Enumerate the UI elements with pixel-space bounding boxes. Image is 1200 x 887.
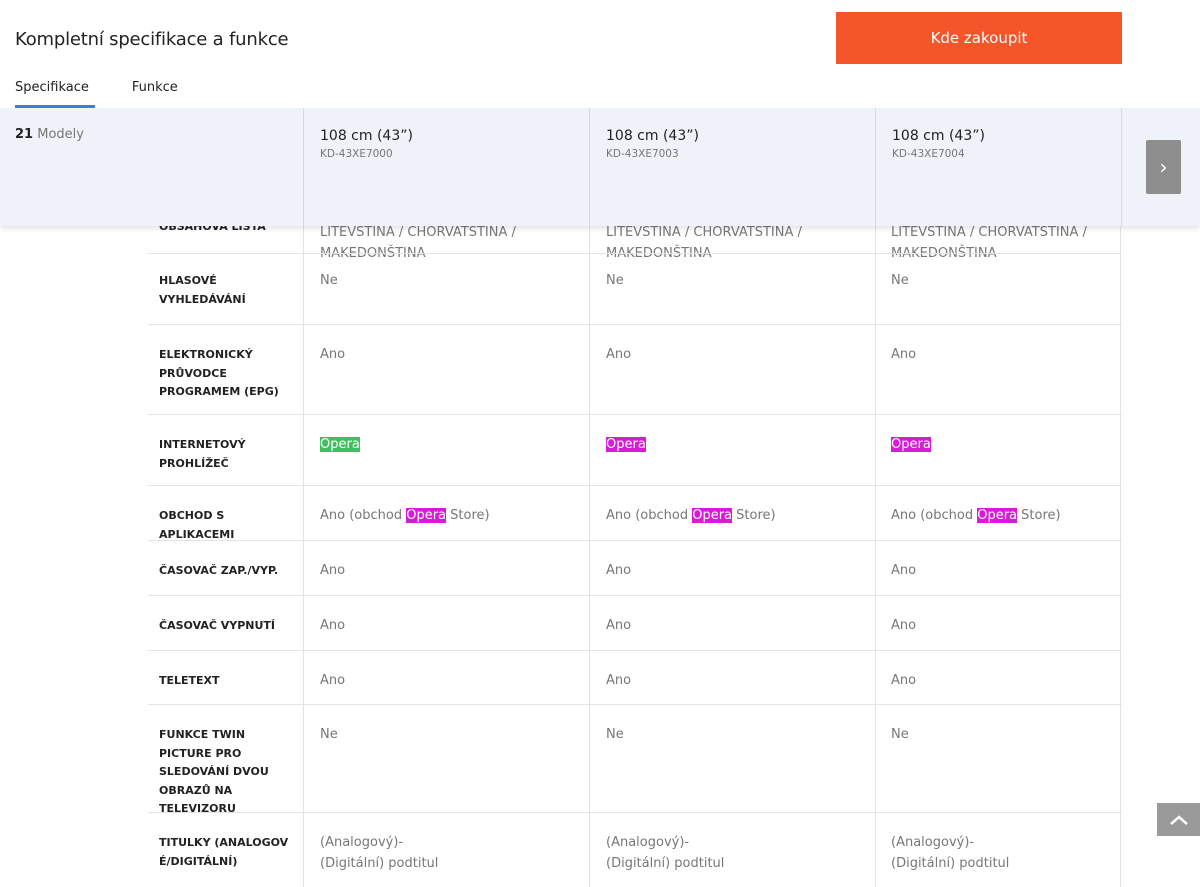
model-code: KD-43XE7000 [320, 148, 393, 160]
highlighted-text: Opera [891, 437, 931, 452]
model-size: 108 cm (43”) [892, 128, 985, 144]
row-value: (Analogový)- (Digitální) podtitul [891, 835, 1010, 871]
chevron-right-icon: › [1159, 155, 1168, 179]
row-label: FUNKCE TWIN PICTURE PRO SLEDOVÁNÍ DVOU O… [159, 728, 269, 815]
row-value: Ne [891, 727, 909, 742]
row-value: LITEVŠTINA / CHORVATŠTINA / MAKEDONŠTINA [891, 225, 1087, 261]
row-value: Ne [320, 727, 338, 742]
highlighted-text: Opera [406, 508, 447, 523]
table-row: INTERNETOVÝ PROHLÍŽEČ Opera Opera Opera [148, 414, 1122, 485]
models-header-bar: 21 Modely 108 cm (43”) KD-43XE7000 108 c… [0, 108, 1200, 226]
model-code: KD-43XE7004 [892, 148, 965, 160]
row-value: Opera [606, 434, 876, 455]
row-value: Ano [606, 347, 632, 362]
table-row: TELETEXT Ano Ano Ano [148, 650, 1122, 704]
row-value: (Analogový)- (Digitální) podtitul [606, 835, 725, 871]
model-column: 108 cm (43”) KD-43XE7004 [875, 108, 1121, 226]
highlighted-text: Opera [320, 437, 360, 452]
row-label: ČASOVAČ ZAP./VYP. [159, 564, 279, 577]
row-value: Ano [891, 673, 917, 688]
column-divider [303, 108, 304, 887]
model-column-edge [1121, 108, 1200, 226]
row-value: Ano [606, 673, 632, 688]
column-divider [875, 108, 876, 887]
row-value: Ano (obchod Opera Store) [891, 508, 1061, 523]
row-label: HLASOVÉ VYHLEDÁVÁNÍ [159, 274, 246, 306]
highlighted-text: Opera [606, 437, 646, 452]
table-row: ELEKTRONICKÝ PRŮVODCE PROGRAMEM (EPG) An… [148, 324, 1122, 414]
page-title: Kompletní specifikace a funkce [15, 29, 289, 50]
row-value: Opera [320, 434, 590, 455]
row-value: Ne [891, 273, 909, 288]
row-label: ELEKTRONICKÝ PRŮVODCE PROGRAMEM (EPG) [159, 348, 279, 398]
row-value: Ne [320, 273, 338, 288]
row-label: ČASOVAČ VYPNUTÍ [159, 619, 276, 632]
table-row: OBSAHOVÁ LIŠTA LITEVŠTINA / CHORVATŠTINA… [148, 200, 1122, 261]
row-value: Ano [320, 563, 346, 578]
row-value: LITEVŠTINA / CHORVATŠTINA / MAKEDONŠTINA [320, 225, 516, 261]
row-label: TELETEXT [159, 674, 220, 687]
table-row: OBCHOD S APLIKACEMI Ano (obchod Opera St… [148, 485, 1122, 541]
column-divider [1120, 108, 1121, 887]
table-row: FUNKCE TWIN PICTURE PRO SLEDOVÁNÍ DVOU O… [148, 704, 1122, 815]
row-label: OBCHOD S APLIKACEMI [159, 509, 235, 541]
row-value: Ne [606, 273, 624, 288]
model-size: 108 cm (43”) [606, 128, 699, 144]
model-column: 108 cm (43”) KD-43XE7000 [303, 108, 589, 226]
next-models-button[interactable]: › [1146, 140, 1181, 194]
row-label: TITULKY (ANALOGOVÉ/DIGITÁLNÍ) [159, 836, 289, 868]
row-value: Opera [891, 434, 1161, 455]
tab-features[interactable]: Funkce [131, 80, 178, 95]
tab-bar: Specifikace Funkce [0, 72, 198, 108]
chevron-up-icon [1169, 814, 1188, 825]
row-value: Ano [320, 347, 346, 362]
back-to-top-button[interactable] [1157, 803, 1200, 836]
highlighted-text: Opera [692, 508, 733, 523]
row-value: Ano [891, 347, 917, 362]
model-count: 21 Modely [15, 127, 84, 142]
row-value: Ano [606, 563, 632, 578]
row-value: Ano [320, 618, 346, 633]
table-row: ČASOVAČ ZAP./VYP. Ano Ano Ano [148, 540, 1122, 595]
row-value: Ano (obchod Opera Store) [606, 508, 776, 523]
row-value: LITEVŠTINA / CHORVATŠTINA / MAKEDONŠTINA [606, 225, 802, 261]
table-row: TITULKY (ANALOGOVÉ/DIGITÁLNÍ) (Analogový… [148, 812, 1122, 887]
column-divider [589, 108, 590, 887]
tab-specifications[interactable]: Specifikace [15, 72, 95, 108]
row-value: Ano [320, 673, 346, 688]
row-label: INTERNETOVÝ PROHLÍŽEČ [159, 438, 246, 470]
row-value: Ano [891, 563, 917, 578]
table-row: ČASOVAČ VYPNUTÍ Ano Ano Ano [148, 595, 1122, 650]
where-to-buy-button[interactable]: Kde zakoupit [836, 12, 1122, 64]
row-value: Ne [606, 727, 624, 742]
row-value: Ano (obchod Opera Store) [320, 508, 490, 523]
row-value: Ano [891, 618, 917, 633]
model-code: KD-43XE7003 [606, 148, 679, 160]
row-value: Ano [606, 618, 632, 633]
table-row: HLASOVÉ VYHLEDÁVÁNÍ Ne Ne Ne [148, 253, 1122, 324]
row-value: (Analogový)- (Digitální) podtitul [320, 835, 439, 871]
model-size: 108 cm (43”) [320, 128, 413, 144]
model-column: 108 cm (43”) KD-43XE7003 [589, 108, 875, 226]
highlighted-text: Opera [977, 508, 1018, 523]
